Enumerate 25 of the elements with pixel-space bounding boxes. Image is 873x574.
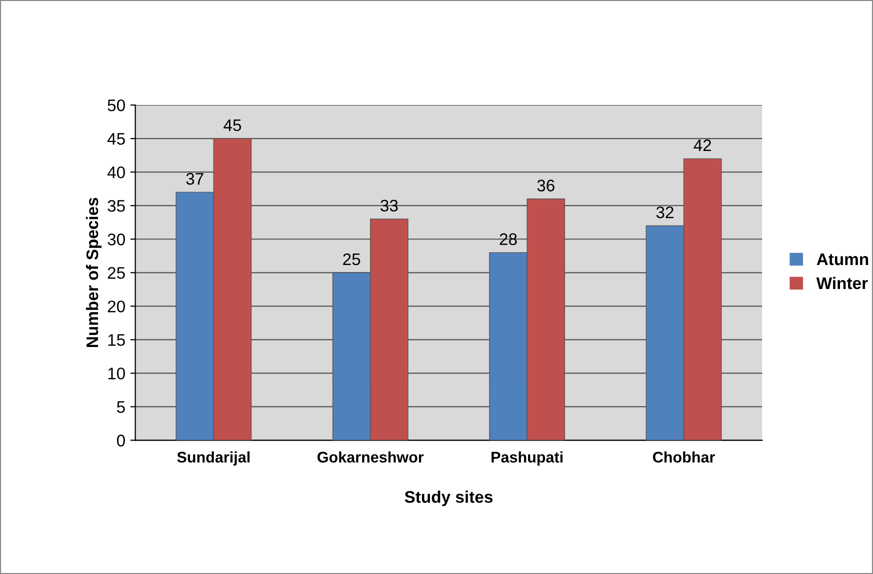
data-label: 25 [343, 253, 360, 266]
data-label: 42 [694, 139, 712, 152]
y-tick-label: 40 [107, 166, 125, 178]
y-tick-label: 45 [107, 133, 125, 145]
x-tick-label: Gokarneshwor [318, 451, 424, 463]
legend-label: Atumn [816, 254, 868, 266]
y-tick-label: 50 [108, 99, 125, 112]
y-tick-label: 15 [108, 334, 125, 346]
y-axis-title: Number of Species [86, 198, 102, 348]
legend-label: Winter [816, 276, 868, 290]
x-axis-title: Study sites [404, 490, 492, 506]
y-tick-label: 30 [108, 234, 125, 246]
y-tick-label: 25 [108, 267, 125, 279]
y-tick-label: 0 [116, 434, 125, 446]
x-tick-label: Pashupati [492, 451, 562, 466]
x-tick-label: Sundarijal [177, 451, 250, 466]
y-tick-label: 20 [108, 300, 125, 312]
data-label: 36 [537, 180, 554, 192]
data-label: 32 [656, 206, 674, 218]
y-tick-label: 10 [108, 368, 125, 380]
data-label: 45 [224, 119, 242, 132]
y-tick-label: 5 [116, 401, 125, 413]
data-label: 37 [186, 172, 204, 185]
x-tick-label: Chobhar [653, 451, 715, 463]
y-tick-label: 35 [108, 200, 125, 212]
